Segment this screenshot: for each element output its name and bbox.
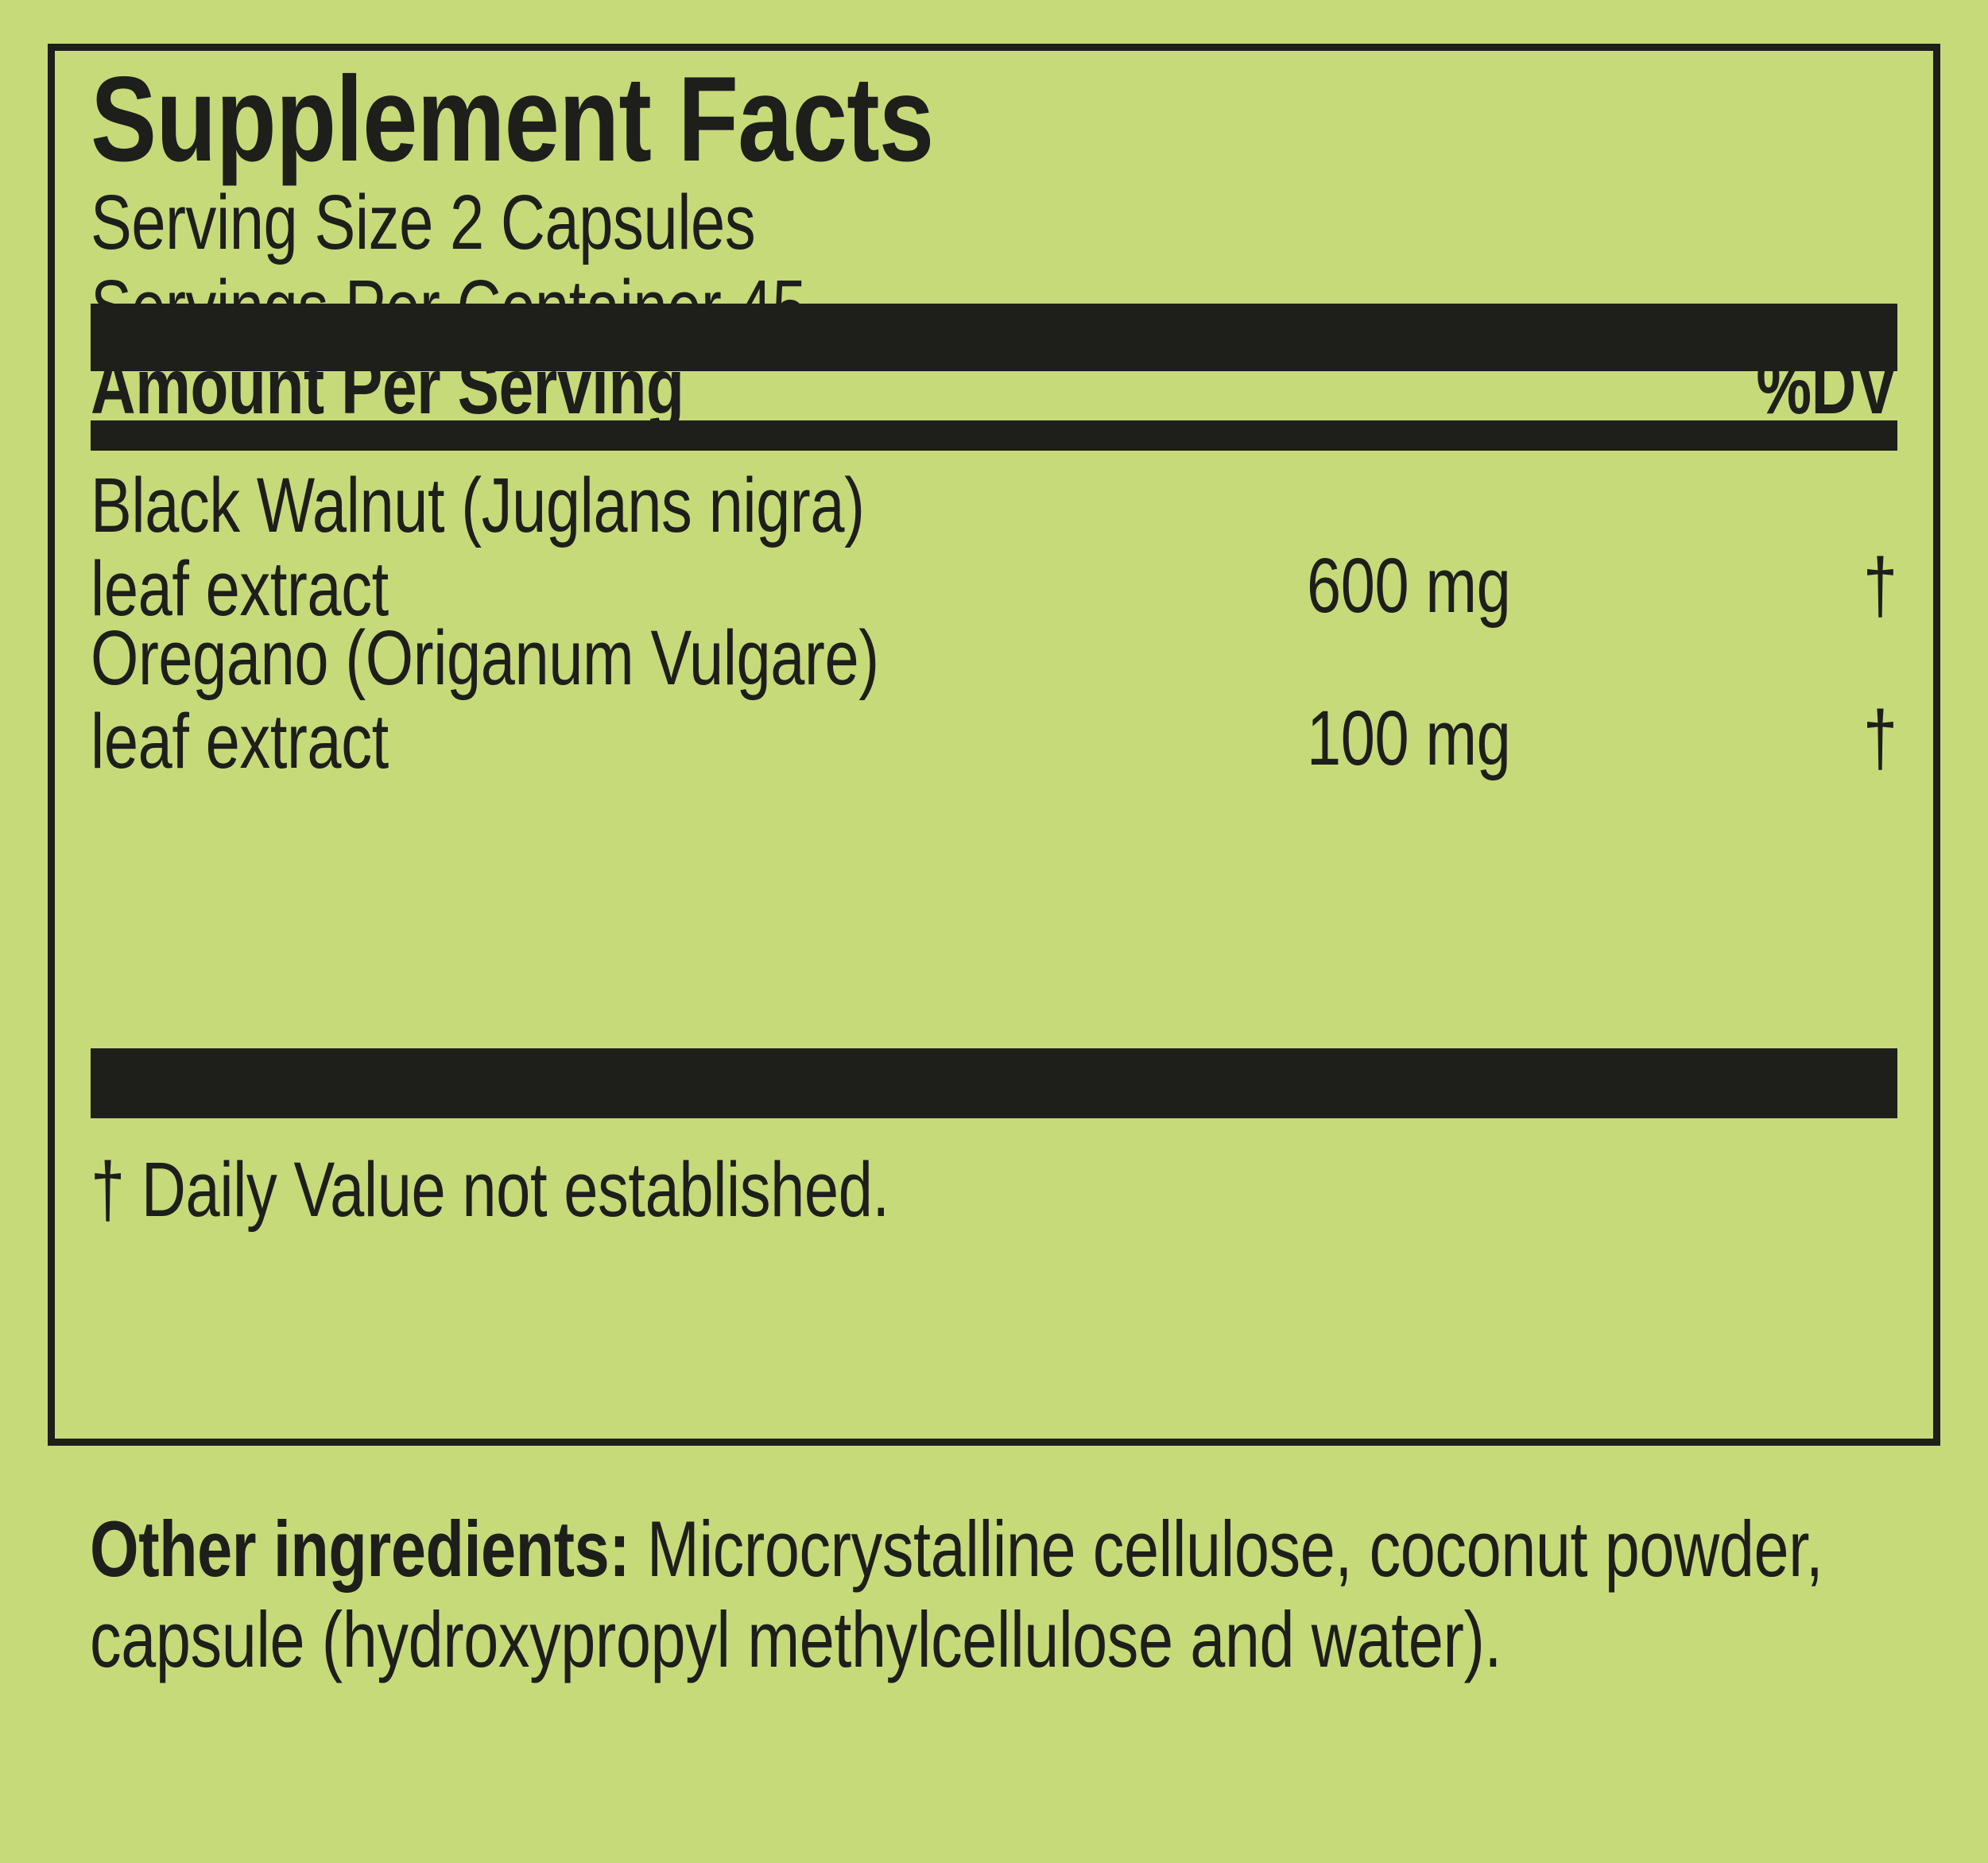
amount-header-row: Amount Per Serving %DV: [91, 347, 1897, 425]
other-ingredients-text: Microcrystalline cellulose, coconut powd…: [90, 1505, 1823, 1683]
ingredient-daily-value: †: [1862, 695, 1897, 781]
rule-thick-bottom: [91, 1048, 1897, 1118]
supplement-facts-panel: Supplement Facts Serving Size 2 Capsules…: [48, 44, 1940, 1446]
rule-thick-top: [91, 304, 1897, 371]
daily-value-header-label: %DV: [1756, 343, 1898, 430]
ingredient-name: Oregano (Origanum Vulgare) leaf extract: [91, 614, 879, 784]
daily-value-footnote: † Daily Value not established.: [91, 1146, 889, 1233]
supplement-facts-panel-inner: Supplement Facts Serving Size 2 Capsules…: [55, 51, 1933, 1439]
page-title: Supplement Facts: [91, 52, 934, 187]
ingredient-daily-value: †: [1862, 542, 1897, 629]
ingredient-name: Black Walnut (Juglans nigra) leaf extrac…: [91, 462, 865, 632]
table-row: Oregano (Origanum Vulgare) leaf extract …: [91, 616, 1897, 782]
rule-thick-middle: [91, 420, 1897, 451]
ingredient-amount: 100 mg: [1307, 695, 1511, 781]
other-ingredients-heading: Other ingredients:: [90, 1505, 630, 1593]
amount-per-serving-label: Amount Per Serving: [91, 343, 684, 430]
other-ingredients-paragraph: Other ingredients: Microcrystalline cell…: [90, 1504, 1870, 1685]
ingredient-amount: 600 mg: [1307, 542, 1511, 629]
table-row: Black Walnut (Juglans nigra) leaf extrac…: [91, 463, 1897, 629]
serving-size-text: Serving Size 2 Capsules: [91, 179, 756, 265]
